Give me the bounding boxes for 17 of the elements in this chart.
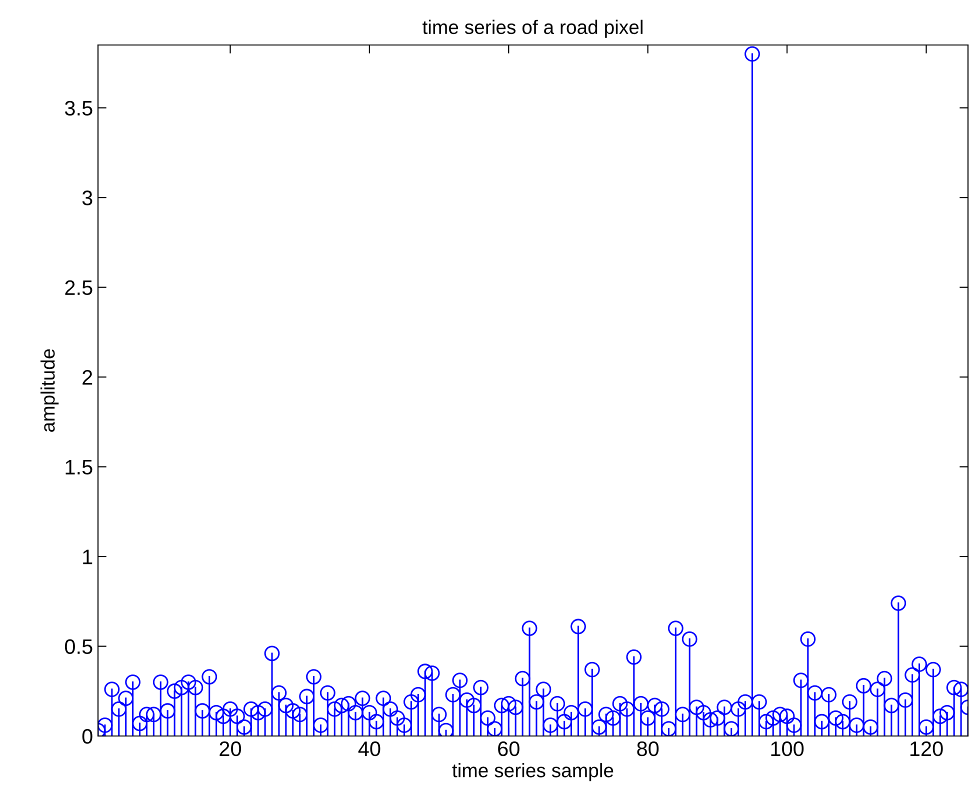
x-axis-title: time series sample [452,763,614,782]
chart-title: time series of a road pixel [422,20,642,38]
y-tick-label: 2.5 [65,280,92,296]
y-tick-label: 2 [82,370,92,385]
y-tick-label: 1.5 [66,460,92,475]
y-axis-title: amplitude [40,349,59,432]
y-tick-label: 1 [83,550,92,564]
y-tick-label: 3.5 [64,100,92,116]
x-tick-label: 40 [358,741,380,756]
y-tick-label: 3 [82,190,92,206]
y-tick-label: 0 [82,729,92,744]
x-tick-label: 100 [771,741,804,756]
x-tick-label: 80 [637,741,659,756]
x-tick-label: 20 [220,741,242,756]
x-tick-label: 120 [910,741,943,756]
y-tick-label: 0.5 [64,639,92,654]
x-tick-label: 60 [498,741,520,756]
